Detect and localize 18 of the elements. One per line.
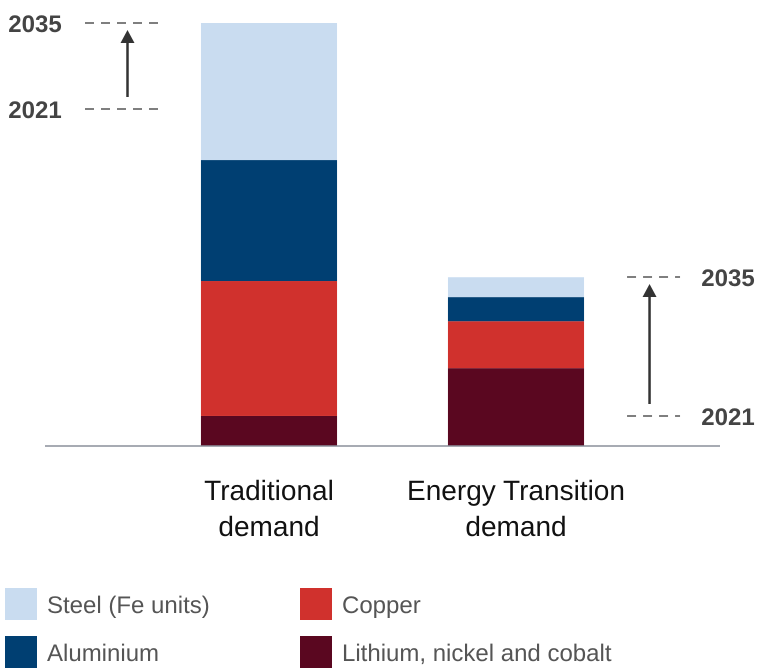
bar [200, 23, 338, 160]
bar [200, 416, 338, 446]
legend-label: Lithium, nickel and cobalt [342, 640, 612, 667]
x-tick-label: Traditional demand [204, 475, 334, 542]
legend-label: Aluminium [47, 640, 160, 667]
bar [448, 368, 584, 446]
bar [448, 321, 584, 368]
x-tick-label: Energy Transition demand [407, 475, 625, 542]
bar [448, 277, 584, 298]
annotation: 2035 [701, 265, 755, 292]
bar [200, 160, 338, 282]
bar [448, 297, 584, 322]
annotation: 2021 [701, 404, 755, 431]
annotation: 2021 [8, 97, 62, 124]
bar [200, 281, 338, 416]
legend-label: Steel (Fe units) [47, 592, 210, 619]
legend-label: Copper [342, 592, 421, 619]
annotation: 2035 [8, 11, 62, 38]
